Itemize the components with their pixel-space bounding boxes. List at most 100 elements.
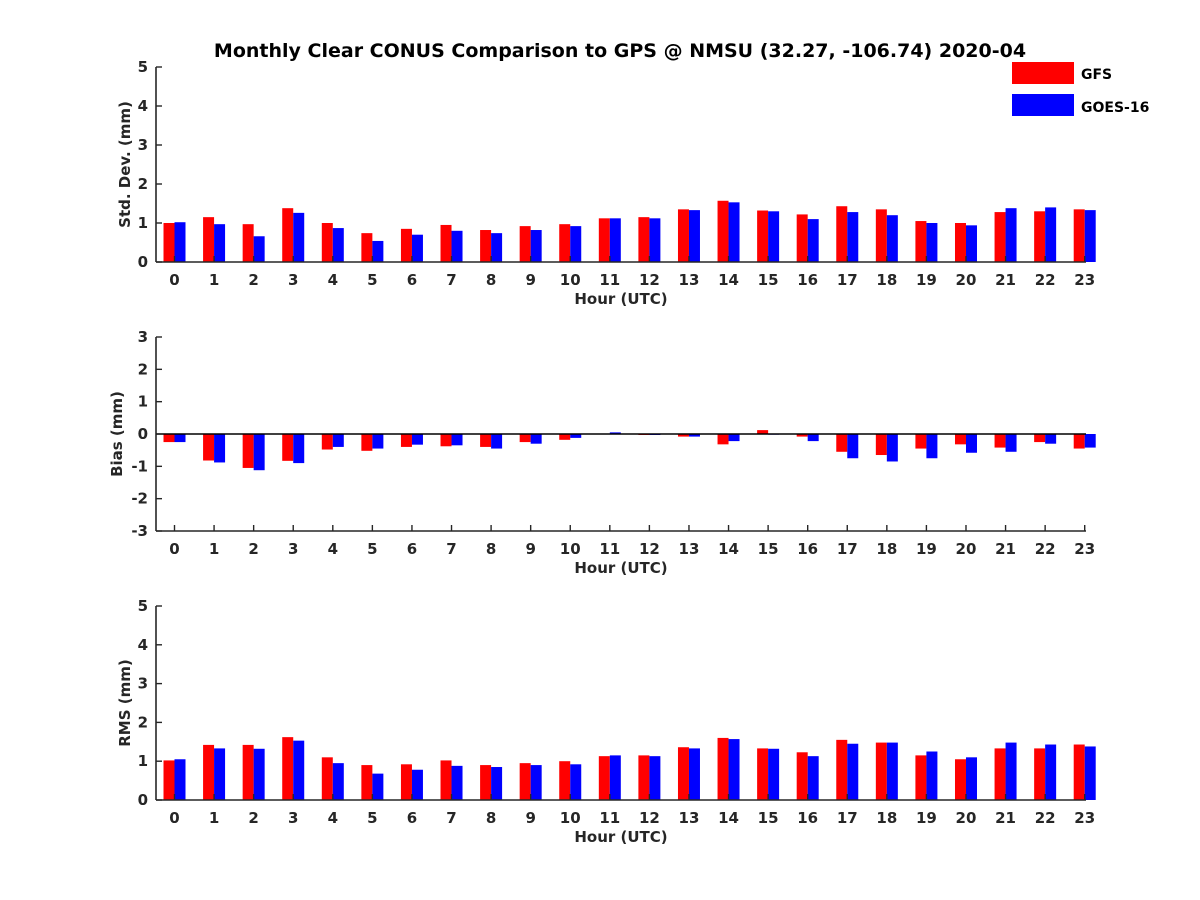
rms-bar-gfs-18 [875, 742, 887, 800]
std-dev-bar-goes16-4 [332, 228, 344, 262]
rms-bar-goes16-16 [807, 756, 819, 800]
bias-bar-goes16-9 [530, 434, 542, 444]
rms-bar-gfs-8 [480, 765, 492, 800]
std-dev-bar-gfs-17 [836, 206, 848, 262]
std-dev-bar-gfs-15 [757, 210, 769, 262]
bias-xtick-label: 12 [639, 540, 660, 558]
rms-bar-gfs-17 [836, 739, 848, 800]
bias-xtick-label: 9 [525, 540, 535, 558]
std-dev-xtick-label: 14 [718, 271, 739, 289]
bias-x-axis-label: Hour (UTC) [574, 559, 667, 577]
std-dev-xtick-label: 0 [169, 271, 179, 289]
rms-bar-goes16-18 [886, 742, 898, 800]
rms-ytick-label: 2 [138, 713, 148, 731]
std-dev-xtick-label: 7 [446, 271, 456, 289]
std-dev-xtick-label: 11 [599, 271, 620, 289]
rms-bar-goes16-10 [570, 764, 582, 800]
bias-bar-gfs-16 [796, 434, 808, 437]
bias-xtick-label: 19 [916, 540, 937, 558]
std-dev-xtick-label: 19 [916, 271, 937, 289]
bias-bar-goes16-16 [807, 434, 819, 442]
bias-ytick-label: -3 [131, 522, 148, 540]
rms-bar-goes16-5 [372, 773, 384, 800]
rms-bar-gfs-20 [954, 759, 966, 800]
bias-bar-goes16-7 [451, 434, 463, 446]
rms-bar-gfs-16 [796, 752, 808, 800]
bias-bar-goes16-17 [847, 434, 859, 459]
rms-bar-gfs-14 [717, 737, 729, 800]
rms-xtick-label: 16 [797, 809, 818, 827]
rms-bar-goes16-6 [411, 769, 423, 800]
std-dev-bar-goes16-18 [886, 215, 898, 262]
bias-xtick-label: 7 [446, 540, 456, 558]
rms-xtick-label: 6 [407, 809, 417, 827]
bias-bar-gfs-2 [242, 434, 254, 468]
rms-bar-goes16-11 [609, 755, 621, 800]
std-dev-ytick-label: 5 [138, 58, 148, 76]
rms-ytick-label: 1 [138, 752, 148, 770]
rms-xtick-label: 17 [837, 809, 858, 827]
std-dev-bar-goes16-21 [1005, 208, 1017, 262]
bias-bar-goes16-13 [688, 434, 700, 437]
std-dev-bar-goes16-7 [451, 230, 463, 262]
std-dev-ytick-label: 2 [138, 175, 148, 193]
rms-bar-goes16-20 [965, 757, 977, 800]
rms-xtick-label: 5 [367, 809, 377, 827]
bias-bar-gfs-13 [677, 434, 689, 437]
bias-bar-gfs-4 [321, 434, 333, 450]
rms-bar-goes16-12 [649, 756, 661, 800]
std-dev-bar-gfs-13 [677, 209, 689, 262]
std-dev-xtick-label: 1 [209, 271, 219, 289]
std-dev-bar-gfs-9 [519, 226, 531, 262]
std-dev-bar-goes16-20 [965, 225, 977, 262]
bias-bar-gfs-19 [915, 434, 927, 449]
std-dev-xtick-label: 5 [367, 271, 377, 289]
rms-xtick-label: 18 [876, 809, 897, 827]
std-dev-bar-goes16-5 [372, 240, 384, 262]
rms-xtick-label: 19 [916, 809, 937, 827]
rms-xtick-label: 22 [1035, 809, 1056, 827]
bias-bar-goes16-14 [728, 434, 740, 442]
std-dev-x-axis-label: Hour (UTC) [574, 290, 667, 308]
bias-bar-goes16-22 [1045, 434, 1057, 444]
std-dev-xtick-label: 13 [679, 271, 700, 289]
bias-xtick-label: 8 [486, 540, 496, 558]
std-dev-xtick-label: 12 [639, 271, 660, 289]
bias-bar-gfs-20 [954, 434, 966, 445]
rms-bar-gfs-2 [242, 744, 254, 800]
bias-bar-goes16-19 [926, 434, 938, 459]
std-dev-bar-gfs-7 [440, 224, 452, 262]
std-dev-bar-goes16-9 [530, 230, 542, 262]
rms-bar-gfs-1 [203, 744, 215, 800]
bias-xtick-label: 16 [797, 540, 818, 558]
rms-bar-gfs-21 [994, 748, 1006, 800]
std-dev-xtick-label: 21 [995, 271, 1016, 289]
bias-bar-goes16-21 [1005, 434, 1017, 452]
std-dev-xtick-label: 2 [248, 271, 258, 289]
bias-bar-gfs-23 [1073, 434, 1085, 449]
bias-bar-gfs-14 [717, 434, 729, 445]
std-dev-xtick-label: 4 [328, 271, 338, 289]
std-dev-xtick-label: 6 [407, 271, 417, 289]
bias-ytick-label: 3 [138, 328, 148, 346]
rms-x-axis-label: Hour (UTC) [574, 828, 667, 846]
rms-bar-gfs-9 [519, 763, 531, 800]
std-dev-bar-gfs-5 [361, 233, 373, 262]
rms-ytick-label: 4 [138, 636, 148, 654]
bias-bar-goes16-11 [609, 432, 621, 434]
bias-bar-goes16-18 [886, 434, 898, 462]
std-dev-xtick-label: 3 [288, 271, 298, 289]
rms-bar-gfs-22 [1034, 748, 1046, 800]
bias-bar-gfs-9 [519, 434, 531, 443]
rms-bar-goes16-22 [1045, 744, 1057, 800]
std-dev-bar-gfs-2 [242, 224, 254, 262]
rms-bar-gfs-10 [559, 761, 571, 800]
rms-bar-gfs-13 [677, 747, 689, 800]
bias-bar-goes16-4 [332, 434, 344, 447]
std-dev-bar-gfs-18 [875, 209, 887, 262]
std-dev-ytick-label: 4 [138, 97, 148, 115]
std-dev-xtick-label: 20 [956, 271, 977, 289]
